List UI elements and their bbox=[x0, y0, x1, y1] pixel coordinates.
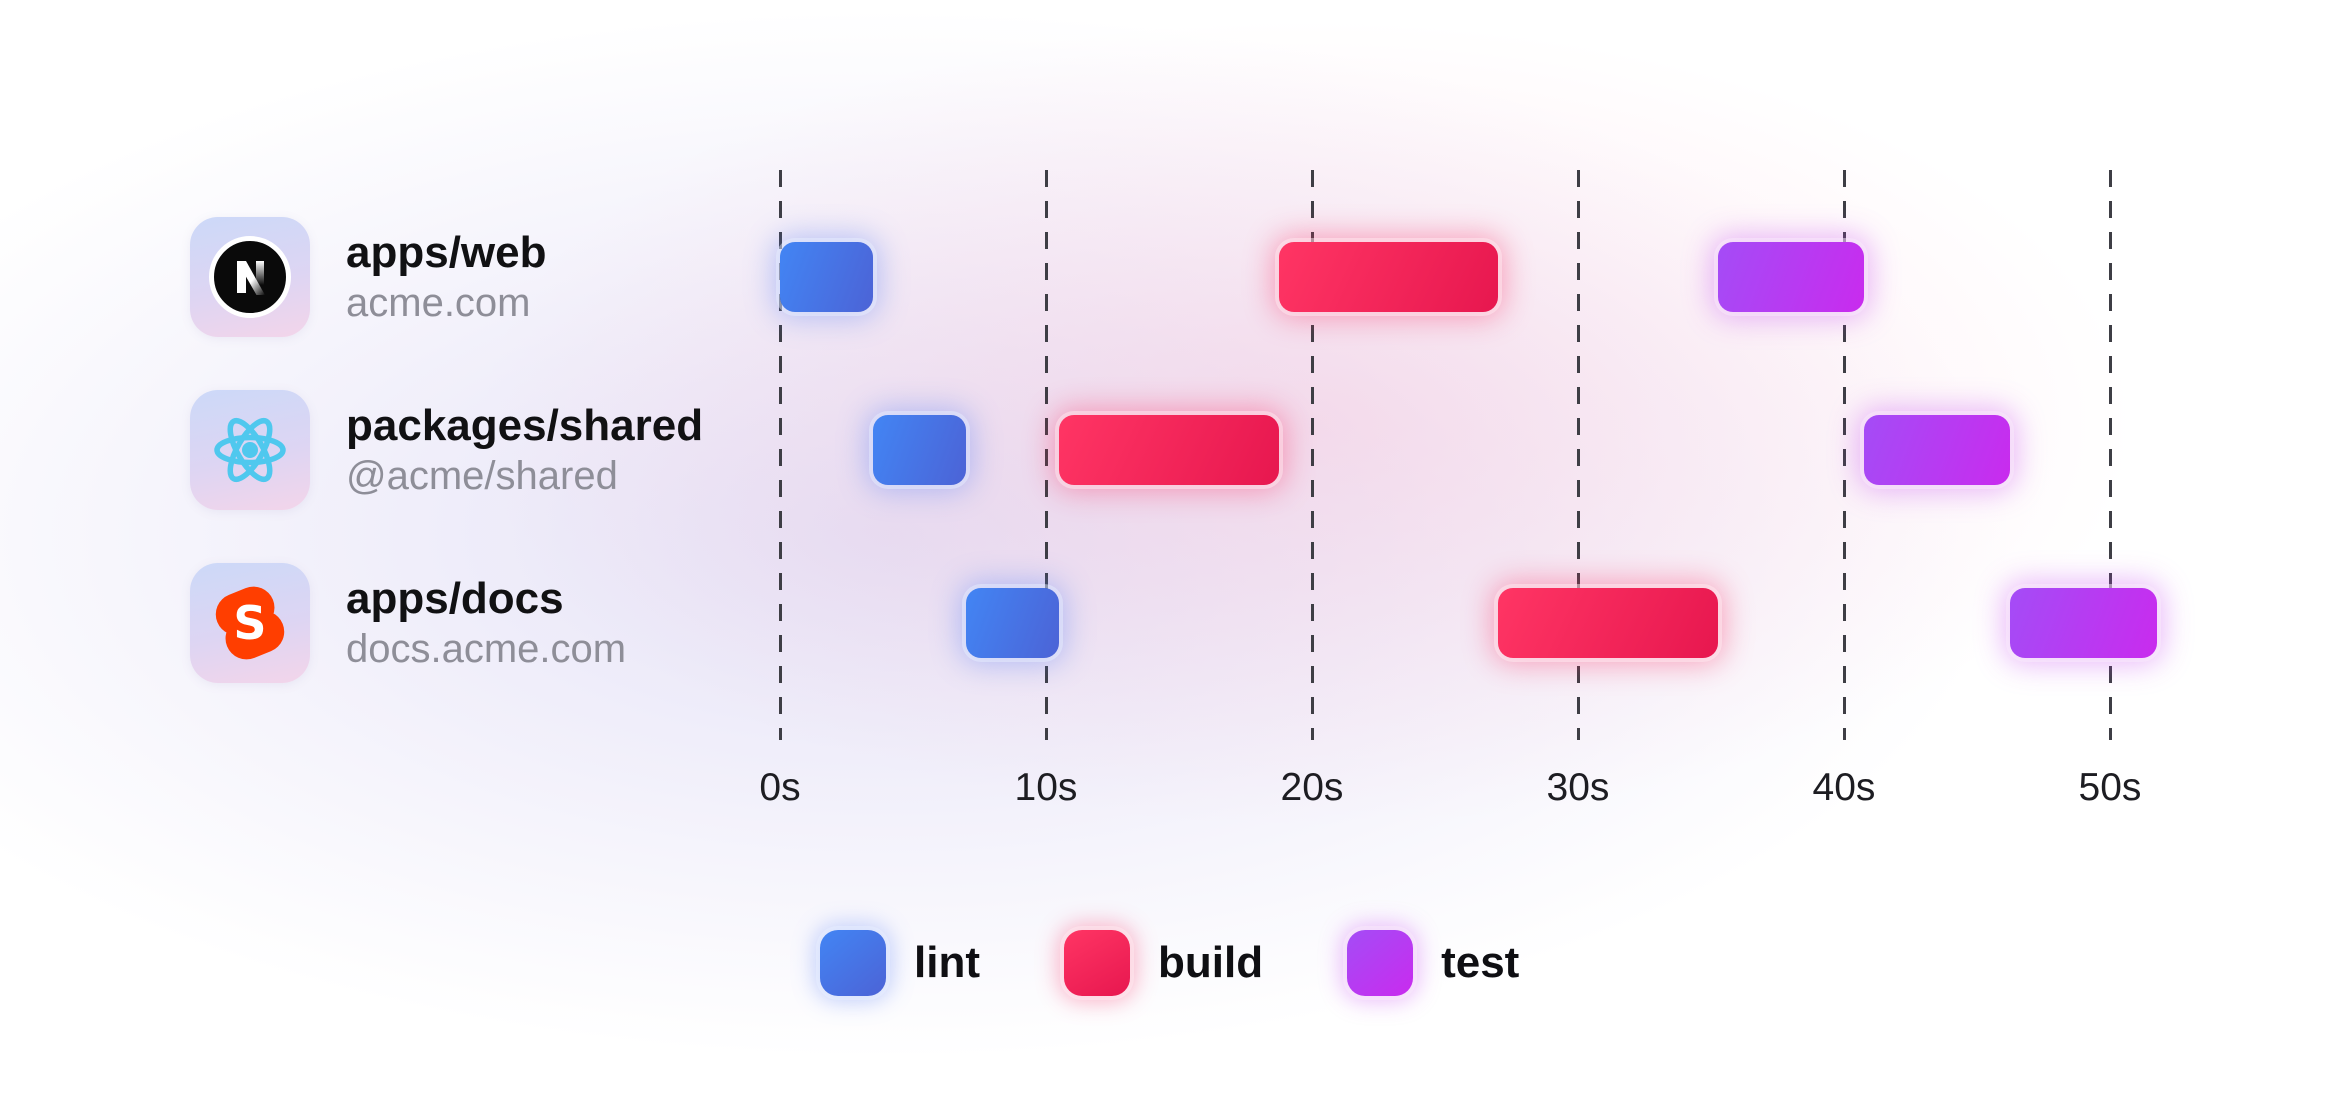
gridline-10s bbox=[1044, 170, 1048, 740]
gridline-20s bbox=[1310, 170, 1314, 740]
task-bar-build-packages-shared bbox=[1059, 415, 1279, 485]
gridline-40s bbox=[1842, 170, 1846, 740]
task-bar-lint-packages-shared bbox=[873, 415, 967, 485]
project-domain: acme.com bbox=[346, 281, 531, 326]
tick-label-30s: 30s bbox=[1546, 766, 1610, 809]
task-bar-test-apps-docs bbox=[2010, 588, 2157, 658]
legend-label-build: build bbox=[1157, 938, 1264, 987]
legend-swatch-lint bbox=[820, 930, 886, 996]
gridline-0s bbox=[778, 170, 782, 740]
gridline-50s bbox=[2108, 170, 2112, 740]
tick-label-0s: 0s bbox=[759, 766, 801, 809]
legend-label-lint: lint bbox=[914, 938, 980, 987]
task-bar-test-packages-shared bbox=[1863, 415, 2011, 485]
project-icon-tile: S bbox=[190, 563, 310, 683]
project-text: apps/docs docs.acme.com bbox=[346, 573, 627, 672]
project-row-apps-docs: S apps/docs docs.acme.com bbox=[190, 563, 626, 683]
project-text: packages/shared @acme/shared bbox=[346, 400, 704, 499]
tick-label-20s: 20s bbox=[1280, 766, 1344, 809]
task-bar-test-apps-web bbox=[1717, 242, 1864, 312]
svg-text:S: S bbox=[233, 596, 266, 650]
svelte-icon: S bbox=[215, 586, 285, 660]
project-domain: @acme/shared bbox=[346, 454, 618, 499]
task-bar-build-apps-docs bbox=[1498, 588, 1718, 658]
tick-label-50s: 50s bbox=[2078, 766, 2142, 809]
legend-item-lint: lint bbox=[820, 930, 980, 996]
task-bar-build-apps-web bbox=[1278, 242, 1499, 312]
gridline-30s bbox=[1576, 170, 1580, 740]
legend-swatch-test bbox=[1347, 930, 1414, 996]
project-row-apps-web: apps/web acme.com bbox=[190, 217, 547, 337]
nextjs-icon bbox=[209, 236, 291, 318]
task-bar-lint-apps-docs bbox=[966, 588, 1060, 658]
project-name: packages/shared bbox=[346, 400, 704, 450]
legend-item-test: test bbox=[1347, 930, 1519, 996]
legend-label-test: test bbox=[1441, 938, 1520, 987]
legend-swatch-build bbox=[1063, 930, 1130, 996]
project-icon-tile bbox=[190, 390, 310, 510]
project-name: apps/web bbox=[346, 227, 547, 277]
task-bar-lint-apps-web bbox=[780, 242, 874, 312]
react-icon bbox=[214, 417, 286, 483]
tick-label-10s: 10s bbox=[1014, 766, 1078, 809]
project-text: apps/web acme.com bbox=[346, 227, 547, 326]
project-domain: docs.acme.com bbox=[346, 627, 627, 672]
project-icon-tile bbox=[190, 217, 310, 337]
legend-item-build: build bbox=[1063, 930, 1264, 996]
project-name: apps/docs bbox=[346, 573, 564, 623]
project-row-packages-shared: packages/shared @acme/shared bbox=[190, 390, 703, 510]
tick-label-40s: 40s bbox=[1812, 766, 1876, 809]
legend: lint build test bbox=[820, 930, 1519, 996]
